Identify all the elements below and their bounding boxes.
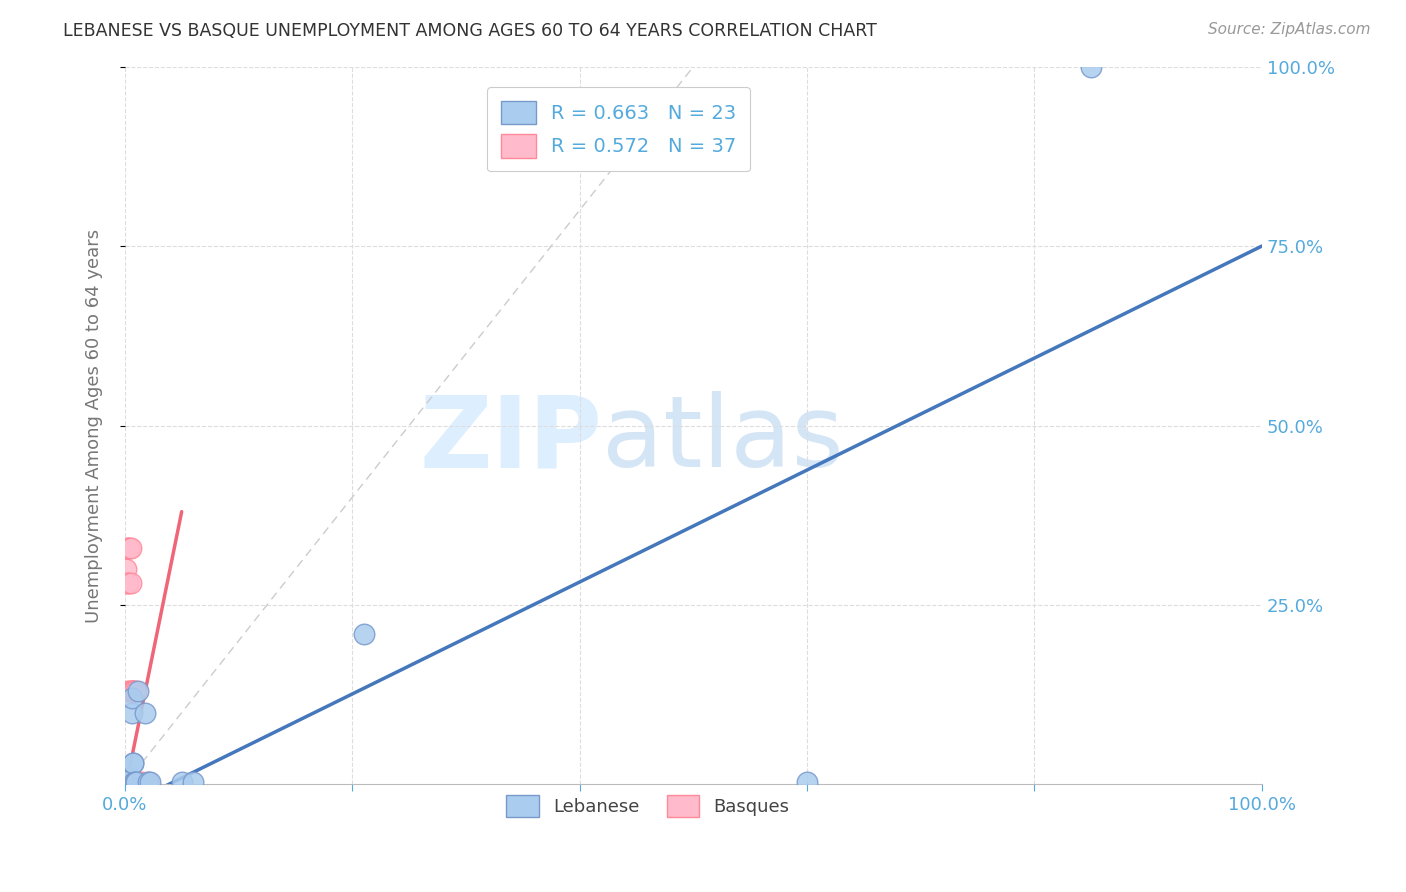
Point: [121, 691, 143, 706]
Point: [125, 684, 148, 698]
Point: [121, 706, 143, 720]
Point: [118, 775, 141, 789]
Point: [120, 541, 142, 555]
Point: [115, 576, 138, 591]
Point: [118, 775, 141, 789]
Point: [117, 541, 139, 555]
Point: [115, 541, 138, 555]
Point: [127, 684, 149, 698]
Point: [115, 773, 138, 788]
Point: [181, 775, 204, 789]
Point: [170, 775, 193, 789]
Point: [115, 774, 138, 789]
Point: [121, 684, 143, 698]
Legend: Lebanese, Basques: Lebanese, Basques: [498, 786, 799, 826]
Point: [121, 684, 143, 698]
Point: [120, 773, 142, 788]
Text: LEBANESE VS BASQUE UNEMPLOYMENT AMONG AGES 60 TO 64 YEARS CORRELATION CHART: LEBANESE VS BASQUE UNEMPLOYMENT AMONG AG…: [63, 22, 877, 40]
Point: [121, 775, 143, 789]
Point: [353, 626, 375, 640]
Point: [115, 773, 138, 788]
Text: Source: ZipAtlas.com: Source: ZipAtlas.com: [1208, 22, 1371, 37]
Text: ZIP: ZIP: [419, 392, 602, 489]
Point: [131, 775, 153, 789]
Point: [124, 775, 146, 789]
Point: [115, 775, 138, 789]
Point: [121, 756, 143, 770]
Point: [118, 541, 141, 555]
Point: [115, 562, 138, 576]
Point: [125, 775, 148, 789]
Point: [120, 775, 142, 789]
Point: [120, 773, 142, 788]
Point: [1080, 60, 1102, 74]
Point: [134, 706, 156, 720]
Point: [120, 775, 142, 789]
Text: atlas: atlas: [602, 392, 844, 489]
Point: [118, 684, 141, 698]
Point: [118, 772, 141, 787]
Point: [125, 775, 148, 789]
Point: [117, 576, 139, 591]
Point: [122, 684, 145, 698]
Point: [121, 756, 143, 770]
Point: [121, 775, 143, 789]
Point: [118, 775, 141, 789]
Point: [120, 772, 142, 786]
Point: [796, 775, 818, 789]
Point: [120, 773, 142, 788]
Point: [117, 773, 139, 788]
Point: [127, 775, 149, 789]
Point: [121, 684, 143, 698]
Point: [139, 775, 162, 789]
Point: [136, 775, 159, 789]
Point: [117, 773, 139, 788]
Point: [120, 576, 142, 591]
Point: [122, 775, 145, 789]
Point: [124, 775, 146, 789]
Point: [117, 775, 139, 789]
Y-axis label: Unemployment Among Ages 60 to 64 years: Unemployment Among Ages 60 to 64 years: [86, 228, 103, 623]
Point: [115, 775, 138, 789]
Point: [117, 684, 139, 698]
Point: [121, 684, 143, 698]
Point: [118, 773, 141, 788]
Point: [118, 773, 141, 788]
Point: [136, 775, 159, 789]
Point: [122, 775, 145, 789]
